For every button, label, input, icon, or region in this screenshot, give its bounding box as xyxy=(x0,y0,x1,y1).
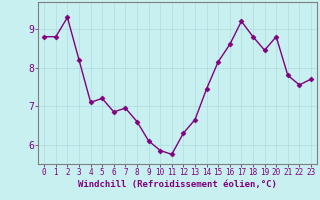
X-axis label: Windchill (Refroidissement éolien,°C): Windchill (Refroidissement éolien,°C) xyxy=(78,180,277,189)
